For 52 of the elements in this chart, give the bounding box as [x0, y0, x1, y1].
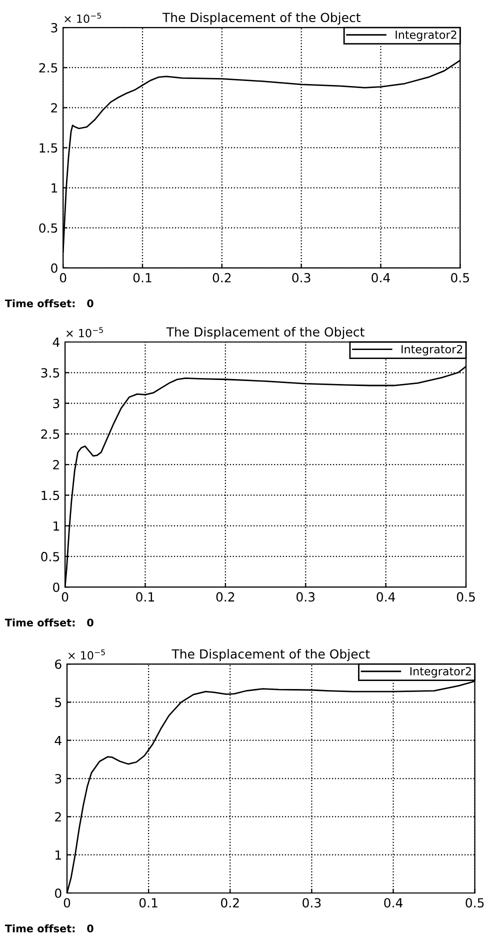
x-tick-label: 0.5: [456, 592, 475, 602]
chart-title: The Displacement of the Object: [162, 12, 360, 25]
y-tick-label: 3: [53, 398, 60, 408]
y-tick-label: 0: [51, 263, 58, 273]
y-tick-label: 1.5: [40, 143, 58, 153]
y-tick-label: 1: [52, 183, 58, 193]
chart-title: The Displacement of the Object: [172, 648, 370, 662]
x-tick-label: 0.1: [139, 898, 158, 908]
legend-label: Integrator2: [396, 30, 456, 42]
y-tick-label: 2: [51, 103, 57, 112]
y-tick-label: 2.5: [41, 429, 60, 439]
x-tick-label: 0.4: [372, 272, 390, 282]
legend-label: Integrator2: [410, 667, 471, 678]
y-tick-label: 2: [53, 460, 59, 470]
x-tick-label: 0: [62, 592, 68, 602]
y-tick-label: 3: [51, 23, 58, 32]
y-tick-label: 2: [55, 812, 61, 822]
x-tick-label: 0.3: [292, 272, 310, 282]
text: Time offset: 0: [4, 618, 94, 627]
y-tick-label: 3.5: [41, 368, 60, 378]
y-tick-label: 0: [55, 888, 62, 898]
x-tick-label: 0.2: [216, 592, 234, 602]
x-tick-label: 0.3: [296, 592, 315, 602]
x-tick-label: 0.1: [136, 592, 154, 602]
y-tick-label: 4: [52, 338, 60, 347]
y-tick-label: 2.5: [39, 63, 58, 73]
x-tick-label: 0.2: [221, 898, 239, 908]
x-tick-label: 0.5: [451, 272, 469, 282]
x-tick-label: 0.2: [212, 272, 231, 282]
chart-title: The Displacement of the Object: [166, 326, 364, 340]
text: × 10$^{−5}$: [68, 649, 105, 660]
y-tick-label: 4: [54, 736, 62, 746]
y-tick-label: 3: [55, 774, 62, 784]
y-tick-label: 0.5: [41, 552, 60, 562]
text: × 10$^{−5}$: [64, 12, 101, 23]
y-tick-label: 0.5: [39, 223, 58, 233]
y-tick-label: 1: [54, 521, 60, 531]
y-tick-label: 1: [56, 850, 61, 860]
x-tick-label: 0.5: [466, 898, 484, 908]
y-tick-label: 1.5: [42, 490, 60, 500]
x-tick-label: 0.4: [376, 592, 396, 602]
x-tick-label: 0.4: [384, 898, 402, 908]
y-tick-label: 6: [55, 660, 62, 669]
legend-label: Integrator2: [402, 344, 462, 356]
x-tick-label: 0.3: [302, 898, 321, 908]
text: Time offset: 0: [4, 924, 94, 932]
text: Time offset: 0: [4, 299, 94, 308]
y-tick-label: 0: [53, 582, 60, 592]
x-tick-label: 0.1: [133, 272, 152, 282]
y-tick-label: 5: [55, 698, 62, 708]
text: × 10$^{−5}$: [66, 327, 103, 338]
x-tick-label: 0: [64, 898, 70, 908]
